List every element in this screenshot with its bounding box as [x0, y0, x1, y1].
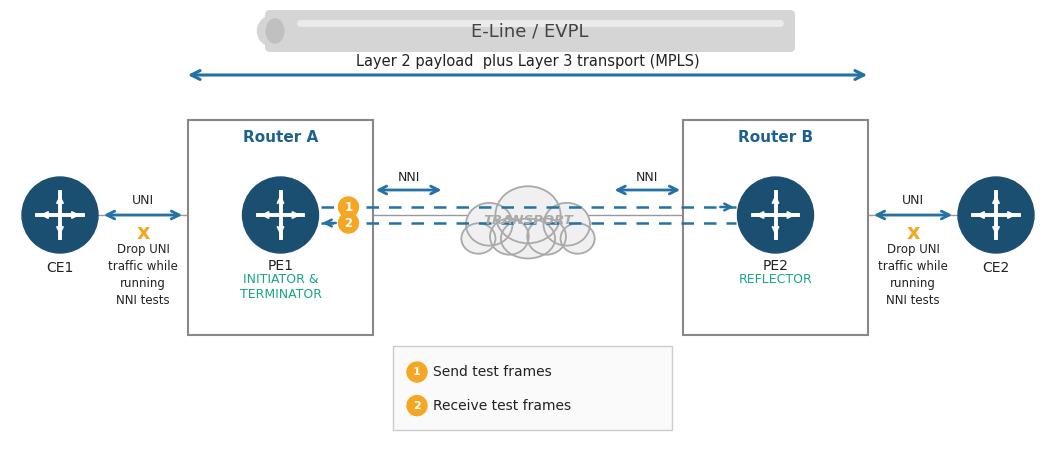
Text: x: x [136, 223, 150, 243]
Ellipse shape [466, 203, 512, 246]
Bar [188, 120, 373, 335]
Ellipse shape [490, 219, 529, 255]
Text: UNI: UNI [902, 194, 924, 207]
Text: PE1: PE1 [267, 259, 294, 273]
Circle shape [958, 177, 1034, 253]
Bar [683, 120, 868, 335]
Text: CE2: CE2 [982, 261, 1010, 275]
Text: Router A: Router A [243, 130, 318, 145]
Text: NNI: NNI [636, 171, 659, 184]
Text: Layer 2 payload  plus Layer 3 transport (MPLS): Layer 2 payload plus Layer 3 transport (… [356, 54, 699, 69]
Circle shape [407, 362, 427, 382]
Ellipse shape [561, 223, 595, 254]
Circle shape [407, 396, 427, 416]
Text: x: x [906, 223, 920, 243]
Text: Drop UNI
traffic while
running
NNI tests: Drop UNI traffic while running NNI tests [108, 243, 178, 307]
Text: TRANSPORT: TRANSPORT [484, 213, 572, 226]
Ellipse shape [258, 15, 293, 47]
Text: 1: 1 [344, 200, 353, 213]
Circle shape [243, 177, 319, 253]
Ellipse shape [501, 219, 555, 259]
FancyBboxPatch shape [265, 10, 795, 52]
Text: 2: 2 [344, 217, 353, 230]
Text: E-Line / EVPL: E-Line / EVPL [471, 23, 589, 41]
Text: Drop UNI
traffic while
running
NNI tests: Drop UNI traffic while running NNI tests [878, 243, 948, 307]
Text: INITIATOR &
TERMINATOR: INITIATOR & TERMINATOR [240, 273, 321, 301]
Circle shape [339, 213, 358, 233]
Ellipse shape [461, 223, 495, 254]
Text: CE1: CE1 [46, 261, 74, 275]
Ellipse shape [266, 19, 284, 43]
Text: UNI: UNI [132, 194, 154, 207]
Circle shape [22, 177, 98, 253]
Ellipse shape [544, 203, 590, 246]
Text: PE2: PE2 [762, 259, 789, 273]
Circle shape [339, 197, 358, 217]
Circle shape [737, 177, 813, 253]
Text: Send test frames: Send test frames [433, 365, 551, 379]
Text: NNI: NNI [397, 171, 420, 184]
Text: Receive test frames: Receive test frames [433, 399, 571, 412]
Text: Router B: Router B [738, 130, 813, 145]
FancyBboxPatch shape [393, 346, 672, 430]
Text: 2: 2 [413, 401, 421, 411]
Text: REFLECTOR: REFLECTOR [738, 273, 812, 286]
Ellipse shape [527, 219, 566, 255]
Text: 1: 1 [413, 367, 421, 377]
Ellipse shape [495, 186, 561, 243]
